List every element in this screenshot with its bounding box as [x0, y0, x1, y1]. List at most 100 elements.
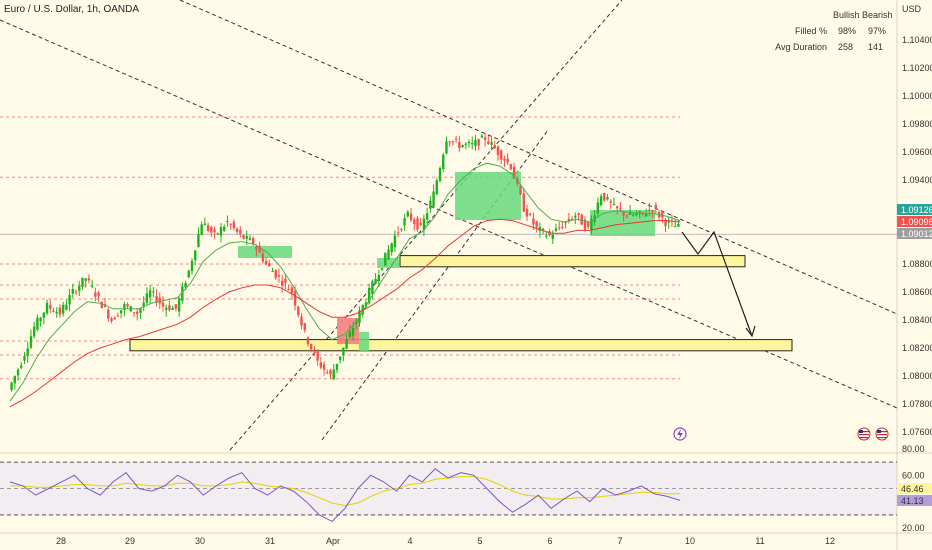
- x-tick-label: 7: [617, 536, 622, 546]
- candle-body: [345, 339, 348, 349]
- rsi-signal-line: [10, 476, 680, 507]
- candle-body: [667, 220, 670, 223]
- candle-body: [239, 229, 242, 234]
- candle-body: [100, 301, 104, 309]
- candle-body: [361, 304, 364, 315]
- candle-body: [245, 235, 248, 239]
- candle-body: [309, 344, 313, 350]
- candle-body: [390, 243, 393, 253]
- y-tick-label: 1.10000: [902, 91, 932, 101]
- candle-body: [471, 142, 474, 145]
- candle-body: [329, 370, 332, 375]
- fvg-box: [359, 332, 369, 352]
- candle-body: [268, 263, 271, 267]
- y-tick-label: 1.09600: [902, 147, 932, 157]
- candle-body: [87, 278, 91, 281]
- candle-body: [235, 228, 239, 232]
- candle-body: [384, 252, 387, 266]
- candle-body: [168, 305, 171, 311]
- candle-body: [377, 275, 381, 282]
- candle-body: [480, 135, 484, 138]
- candle-body: [413, 219, 416, 225]
- candle-body: [648, 209, 651, 211]
- candle-body: [406, 211, 410, 217]
- candle-body: [548, 231, 551, 236]
- candle-body: [338, 356, 342, 361]
- candle-body: [81, 277, 84, 287]
- stats-cell: 141: [868, 42, 883, 52]
- candle-body: [90, 286, 94, 288]
- y-tick-label: 1.10400: [902, 35, 932, 45]
- price-badge-1: 1.09126: [897, 204, 932, 215]
- candle-body: [677, 224, 680, 227]
- candle-body: [664, 219, 667, 227]
- candle-body: [161, 302, 165, 307]
- candle-body: [348, 331, 352, 338]
- price-badge-2: 1.09096: [897, 216, 932, 227]
- candle-body: [116, 315, 120, 317]
- rsi-y-tick-label: 20.00: [902, 523, 925, 533]
- candle-body: [635, 213, 638, 216]
- candle-body: [525, 208, 529, 217]
- candle-body: [194, 250, 197, 261]
- us-flag-icon[interactable]: [857, 427, 871, 441]
- candle-body: [155, 296, 158, 303]
- candle-body: [229, 223, 232, 225]
- candle-body: [174, 304, 178, 309]
- candle-body: [603, 192, 606, 201]
- candle-body: [477, 139, 480, 146]
- x-tick-label: 4: [407, 536, 412, 546]
- candle-body: [567, 218, 571, 221]
- candle-body: [58, 307, 62, 315]
- candle-body: [387, 249, 390, 260]
- fvg-box: [238, 246, 292, 258]
- candle-body: [280, 280, 284, 286]
- candle-body: [535, 221, 538, 228]
- candle-body: [615, 206, 619, 209]
- candle-body: [322, 364, 326, 370]
- candle-body: [94, 292, 97, 297]
- candle-body: [171, 307, 174, 310]
- svg-text:41.13: 41.13: [901, 496, 924, 506]
- y-tick-label: 1.08200: [902, 343, 932, 353]
- candle-body: [49, 305, 52, 309]
- stats-row-label: Filled %: [795, 26, 827, 36]
- x-tick-label: 5: [477, 536, 482, 546]
- candle-body: [248, 238, 252, 240]
- y-tick-label: 1.07800: [902, 399, 932, 409]
- lightning-icon[interactable]: [673, 427, 687, 441]
- ma-slow-line: [9, 218, 681, 408]
- candle-body: [136, 311, 139, 315]
- candle-body: [519, 185, 522, 195]
- rsi-y-tick-label: 60.00: [902, 470, 925, 480]
- ma-fast-line: [9, 162, 681, 402]
- stats-cell: 97%: [868, 26, 886, 36]
- candle-body: [551, 234, 554, 240]
- candle-body: [13, 375, 17, 384]
- candle-body: [142, 302, 145, 307]
- rsi-line: [9, 468, 681, 523]
- candle-body: [580, 214, 583, 225]
- candle-body: [216, 233, 219, 235]
- candle-body: [483, 137, 487, 140]
- rsi-badge-value: 41.13: [897, 495, 932, 506]
- candle-body: [206, 225, 210, 231]
- chart-title: Euro / U.S. Dollar, 1h, OANDA: [4, 4, 139, 15]
- us-flag-icon[interactable]: [875, 427, 889, 441]
- rsi-y-tick-label: 80.00: [902, 444, 925, 454]
- candle-body: [438, 168, 442, 182]
- candle-body: [16, 369, 20, 376]
- candle-body: [297, 306, 300, 316]
- stats-table: Bullish Bearish Filled % 98% 97% Avg Dur…: [775, 10, 892, 52]
- candle-body: [625, 215, 629, 217]
- candle-body: [467, 141, 471, 144]
- candle-body: [400, 229, 403, 231]
- y-tick-label: 1.10200: [902, 63, 932, 73]
- projection-path: [681, 230, 753, 337]
- candle-body: [10, 382, 13, 391]
- candle-body: [74, 291, 78, 293]
- candle-body: [332, 369, 335, 380]
- candle-body: [319, 362, 323, 368]
- price-pane: [0, 0, 897, 449]
- candle-body: [65, 304, 68, 310]
